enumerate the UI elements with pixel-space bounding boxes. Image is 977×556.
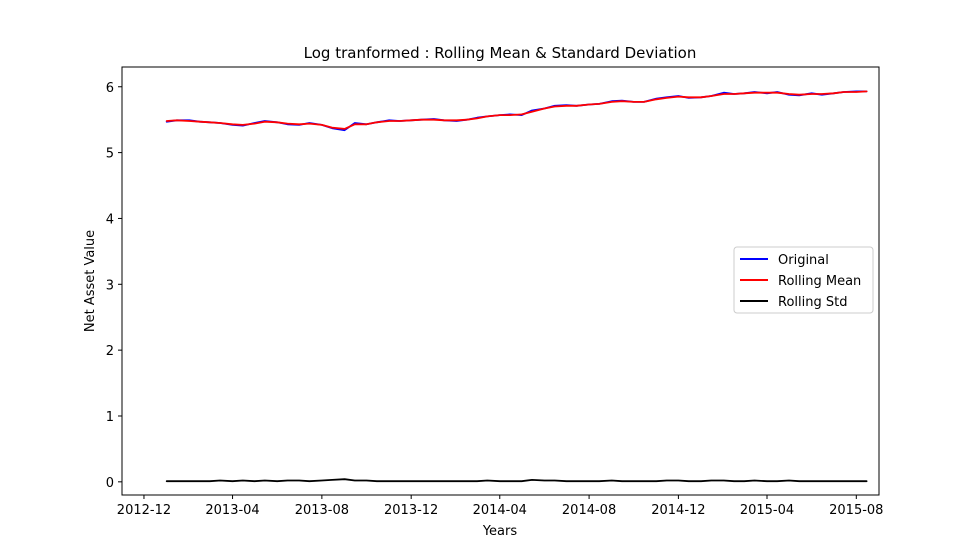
x-tick-label: 2014-08 (562, 503, 616, 518)
chart-title: Log tranformed : Rolling Mean & Standard… (304, 44, 697, 62)
y-tick-label: 3 (106, 278, 114, 293)
y-tick-label: 1 (106, 410, 114, 425)
x-tick-label: 2015-04 (740, 503, 794, 518)
legend: Original Rolling Mean Rolling Std (733, 246, 874, 314)
x-tick-label: 2015-08 (829, 503, 883, 518)
y-tick-label: 4 (106, 212, 114, 227)
x-axis-ticks: 2012-12 2013-04 2013-08 2013-12 2014-04 2014-… (117, 495, 883, 518)
legend-label-rolling-std: Rolling Std (778, 295, 847, 310)
y-tick-label: 0 (106, 476, 114, 491)
x-tick-label: 2013-08 (295, 503, 349, 518)
legend-label-original: Original (778, 253, 829, 268)
y-axis-label: Net Asset Value (83, 230, 98, 332)
plot-frame (121, 66, 880, 496)
x-tick-label: 2014-12 (651, 503, 705, 518)
legend-box (733, 246, 874, 314)
y-tick-label: 6 (106, 81, 114, 96)
series-line-rolling-mean (165, 90, 868, 130)
y-tick-label: 2 (106, 344, 114, 359)
x-tick-label: 2012-12 (117, 503, 171, 518)
x-tick-label: 2014-04 (473, 503, 527, 518)
x-tick-label: 2013-04 (205, 503, 259, 518)
series-line-rolling-std (165, 478, 868, 483)
legend-label-rolling-mean: Rolling Mean (778, 274, 861, 289)
x-tick-label: 2013-12 (384, 503, 438, 518)
plot-lines (165, 90, 868, 483)
x-axis-label: Years (482, 524, 518, 539)
y-axis-ticks: 0 1 2 3 4 5 6 (106, 81, 122, 491)
y-tick-label: 5 (106, 147, 114, 162)
